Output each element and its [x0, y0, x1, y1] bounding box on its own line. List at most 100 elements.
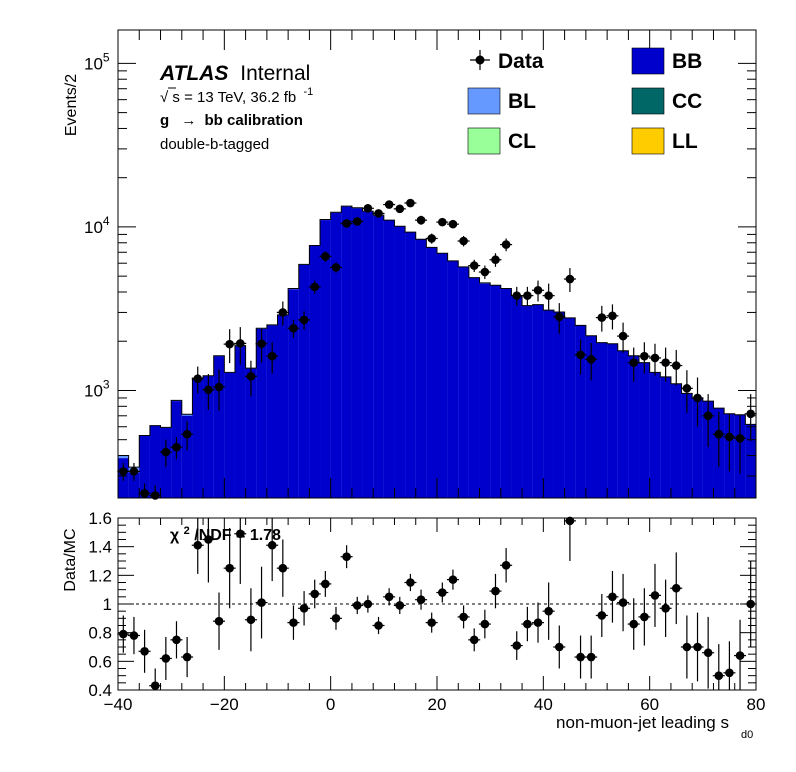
data-marker: [310, 282, 320, 292]
top-y-axis-label: Events/2: [63, 74, 80, 136]
ratio-panel: 0.4 0.6 0.8 1 1.2 1.4 1.6 −40 −20 0 20 40 60 80 Data…: [62, 509, 765, 741]
atlas-experiment-label: ATLAS: [159, 62, 228, 85]
data-marker: [618, 331, 628, 341]
ratio-y-tick-label: 0.8: [88, 624, 112, 643]
bb-bar: [617, 350, 629, 498]
ratio-marker: [671, 583, 681, 593]
chi2-superscript: 2: [184, 525, 190, 537]
ratio-marker: [469, 635, 479, 645]
data-marker: [629, 358, 639, 367]
data-marker: [140, 489, 149, 498]
ratio-marker: [310, 589, 320, 599]
bb-bar: [670, 383, 682, 498]
data-point: [542, 283, 555, 311]
data-point: [255, 328, 268, 363]
data-point: [510, 286, 523, 306]
ratio-point: [372, 616, 385, 635]
bb-bar: [234, 345, 246, 498]
ratio-marker: [629, 619, 639, 629]
ratio-marker: [597, 611, 607, 620]
ratio-marker: [363, 599, 373, 609]
data-point: [223, 329, 236, 364]
ratio-point: [170, 621, 183, 659]
ratio-point: [319, 571, 332, 597]
ratio-y-tick-label: 1.4: [88, 538, 112, 557]
bb-bar: [405, 232, 416, 498]
atlas-label: ATLAS Internal √ s = 13 TeV, 36.2 fb -1 …: [159, 62, 313, 153]
data-point: [298, 311, 311, 330]
data-point: [478, 265, 491, 280]
bb-bar: [490, 285, 501, 498]
ratio-marker: [331, 614, 341, 623]
ratio-point: [255, 566, 268, 639]
data-point: [702, 394, 715, 448]
bb-bar: [288, 289, 299, 498]
data-marker: [321, 252, 330, 261]
ratio-marker: [395, 601, 405, 610]
data-marker: [544, 291, 553, 300]
data-marker: [640, 351, 649, 361]
ratio-point: [680, 615, 693, 679]
data-point: [648, 343, 661, 376]
data-marker: [161, 447, 171, 457]
ratio-marker: [140, 647, 149, 656]
calibration-g: g: [160, 112, 169, 129]
ratio-marker: [214, 616, 224, 626]
data-point: [627, 347, 640, 382]
legend: Data BB BL CC CL LL: [467, 47, 702, 155]
data-marker: [576, 350, 585, 360]
bb-bar: [649, 372, 661, 498]
data-marker: [278, 308, 288, 317]
ratio-marker: [533, 618, 543, 627]
data-marker: [586, 355, 596, 364]
ratio-point: [638, 588, 651, 646]
ratio-y-ticks: 0.4 0.6 0.8 1 1.2 1.4 1.6: [88, 509, 756, 700]
ratio-marker: [235, 529, 245, 539]
data-marker: [235, 339, 245, 348]
data-point: [361, 203, 374, 213]
data-point: [329, 262, 342, 273]
bb-bar: [320, 220, 331, 499]
legend-label: Data: [498, 50, 544, 73]
data-point: [532, 280, 545, 302]
tick-base: 10: [84, 381, 103, 400]
data-marker: [512, 291, 522, 300]
data-marker: [746, 409, 755, 419]
ratio-marker: [161, 654, 171, 663]
bb-bar: [149, 425, 161, 498]
chi2-value: /NDF = 1.78: [194, 527, 281, 544]
data-marker: [725, 432, 734, 442]
ratio-marker: [608, 592, 617, 602]
data-marker: [448, 219, 458, 229]
bb-bar: [181, 415, 193, 498]
bb-bar: [607, 343, 618, 498]
bb-bar: [511, 295, 523, 498]
bb-bar: [309, 245, 321, 498]
data-point: [383, 200, 396, 209]
ratio-marker: [576, 652, 585, 662]
ratio-marker: [618, 598, 628, 607]
legend-entry: CC: [631, 87, 702, 115]
bb-bar: [681, 393, 693, 498]
sqrt-symbol: √: [160, 89, 169, 106]
ratio-marker: [725, 668, 734, 678]
data-point: [117, 463, 130, 481]
ratio-point: [340, 545, 353, 569]
data-marker: [119, 467, 128, 476]
bb-bar: [266, 325, 278, 498]
ratio-y-tick-label: 1.6: [88, 509, 112, 528]
data-marker: [363, 203, 373, 213]
ratio-marker: [193, 540, 203, 550]
data-marker: [703, 411, 713, 421]
top-y-tick-label: 105: [84, 50, 110, 73]
ratio-y-tick-label: 0.6: [88, 652, 112, 671]
x-tick-label: −40: [104, 695, 133, 714]
bb-bar: [245, 368, 257, 498]
legend-label: BB: [672, 50, 702, 73]
data-point: [319, 251, 332, 263]
ratio-marker: [406, 578, 415, 587]
ratio-point: [383, 588, 396, 606]
ratio-point: [393, 596, 406, 615]
ratio-point: [595, 593, 608, 637]
ratio-point: [446, 569, 459, 590]
